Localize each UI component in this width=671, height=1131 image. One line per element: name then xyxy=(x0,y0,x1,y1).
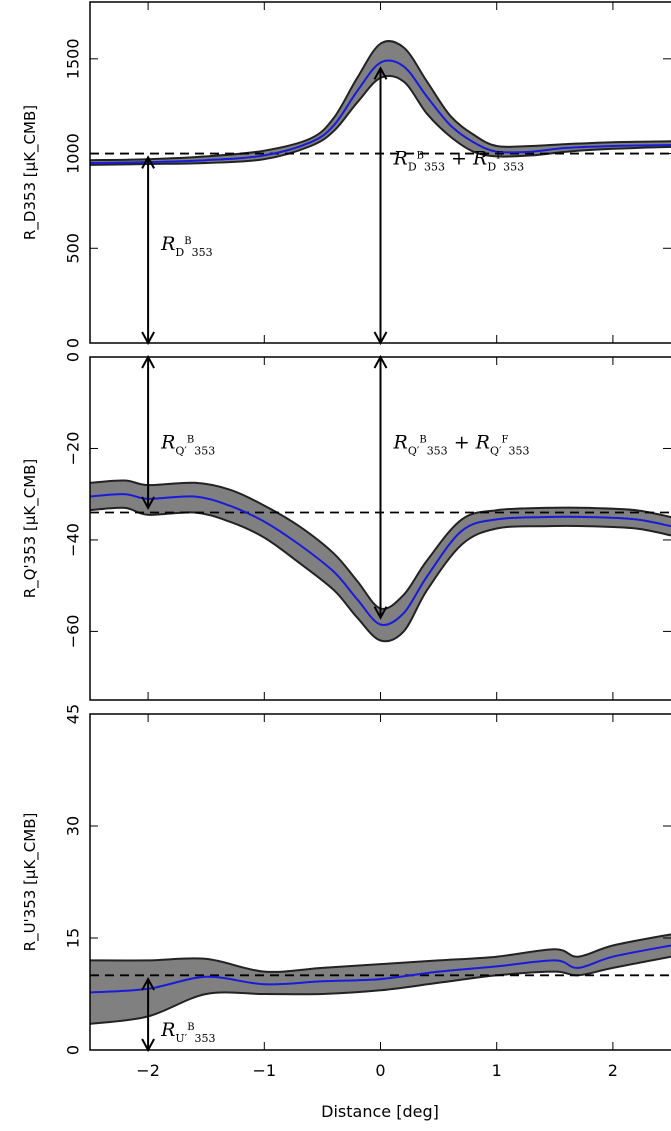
annotation-text: 353 xyxy=(195,1032,216,1045)
x-tick-label: 0 xyxy=(375,1061,385,1080)
annotation-text: B xyxy=(417,150,424,161)
x-tick-label: 1 xyxy=(492,1061,502,1080)
band-lower-edge xyxy=(90,506,671,643)
annotation-arrowhead xyxy=(373,606,388,620)
annotation-text: 353 xyxy=(427,444,448,457)
annotation-arrowhead xyxy=(141,331,155,346)
plot-frame xyxy=(89,713,671,1051)
annotation-text: D xyxy=(487,160,496,173)
annotation-text: R xyxy=(160,1019,175,1041)
annotation-arrowhead xyxy=(141,1038,155,1053)
annotation-text: B xyxy=(419,434,426,445)
x-tick-label: 2 xyxy=(608,1061,618,1080)
mean-profile-line xyxy=(90,493,671,626)
y-tick-label: −40 xyxy=(64,523,83,557)
plot-area xyxy=(90,933,671,1025)
annotation-text: + R xyxy=(445,147,487,169)
band-upper-edge xyxy=(90,479,671,610)
annotation-arrowhead xyxy=(373,331,388,346)
annotation-text: F xyxy=(496,150,503,161)
annotation-text: R xyxy=(160,233,175,255)
y-tick-label: 30 xyxy=(64,816,83,836)
plot-area xyxy=(90,479,671,643)
x-tick-label: −1 xyxy=(253,1061,277,1080)
annotation-text: B xyxy=(187,434,194,445)
y-axis-label: R_D353 [μK_CMB] xyxy=(21,105,40,240)
band-lower-edge xyxy=(90,955,671,1025)
annotation-arrowhead xyxy=(141,354,155,369)
y-tick-label: 1500 xyxy=(64,38,83,79)
y-tick-label: 45 xyxy=(64,704,83,724)
x-axis-label: Distance [deg] xyxy=(321,1102,439,1121)
annotation-text: B xyxy=(184,236,191,247)
annotation-text: 353 xyxy=(424,160,445,173)
annotation-text: R xyxy=(160,431,175,453)
band-lower-edge xyxy=(90,74,671,166)
annotation-text: D xyxy=(175,246,184,259)
annotation-arrowhead xyxy=(373,354,388,369)
y-tick-label: −60 xyxy=(64,615,83,649)
annotation-label: RU′B353 xyxy=(160,1019,215,1045)
mean-profile-line xyxy=(90,944,671,994)
y-tick-label: 1000 xyxy=(64,133,83,174)
x-tick-label: −2 xyxy=(136,1061,160,1080)
annotation-text: B xyxy=(187,1022,194,1033)
annotation-text: R xyxy=(393,147,408,169)
mean-profile-line xyxy=(90,59,671,164)
annotation-arrowhead xyxy=(141,155,155,169)
y-tick-label: 0 xyxy=(64,1045,83,1055)
annotation-text: Q′ xyxy=(175,444,187,457)
uncertainty-band xyxy=(90,480,671,642)
annotation-label: RDB353 xyxy=(160,233,213,259)
annotation-text: + R xyxy=(448,431,490,453)
annotation-arrowhead xyxy=(141,976,155,991)
annotation-label: RQ′B353 + RQ′F353 xyxy=(393,431,530,457)
annotation-text: D xyxy=(408,160,417,173)
y-tick-label: −20 xyxy=(64,432,83,466)
annotation-text: R xyxy=(393,431,408,453)
annotation-text: 353 xyxy=(503,160,524,173)
y-tick-label: 15 xyxy=(64,928,83,948)
annotation-text: F xyxy=(502,434,509,445)
y-tick-label: 0 xyxy=(64,338,83,348)
annotation-text: U′ xyxy=(175,1032,187,1045)
annotation-text: Q′ xyxy=(490,444,502,457)
annotation-text: 353 xyxy=(508,444,529,457)
annotation-text: 353 xyxy=(192,246,213,259)
annotation-label: RDB353 + RDF353 xyxy=(393,147,525,173)
annotation-arrowhead xyxy=(141,496,155,511)
y-tick-label: 500 xyxy=(64,233,83,264)
annotation-text: Q′ xyxy=(408,444,420,457)
plot-area xyxy=(90,40,671,166)
y-tick-label: 0 xyxy=(64,352,83,362)
band-upper-edge xyxy=(90,933,671,973)
y-axis-label: R_Q'353 [μK_CMB] xyxy=(21,459,40,599)
annotation-text: 353 xyxy=(194,444,215,457)
annotation-arrowhead xyxy=(373,66,388,80)
uncertainty-band xyxy=(90,40,671,165)
y-axis-label: R_U'353 [μK_CMB] xyxy=(21,813,40,952)
annotation-label: RQ′B353 xyxy=(160,431,215,457)
